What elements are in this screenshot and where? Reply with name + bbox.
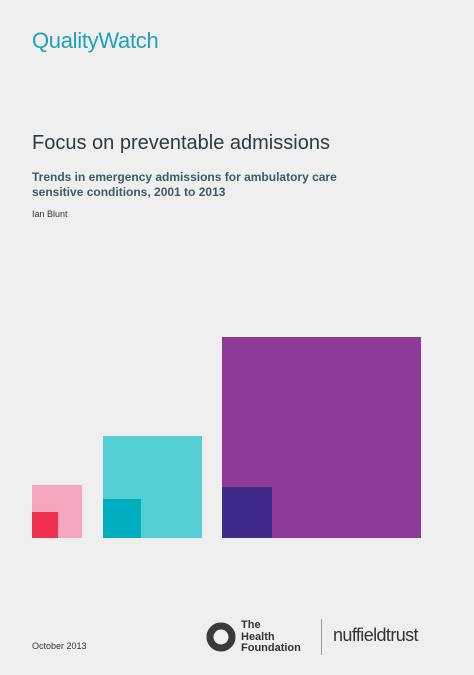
square xyxy=(103,499,141,538)
logo-text: nuffieldtrust xyxy=(333,625,419,645)
date: October 2013 xyxy=(32,641,87,651)
logo-line: The xyxy=(241,619,261,631)
square xyxy=(222,487,272,538)
subtitle: Trends in emergency admissions for ambul… xyxy=(32,170,337,199)
logo-ring xyxy=(206,622,236,652)
logo-line: Health xyxy=(241,630,275,643)
title: Focus on preventable admissions xyxy=(32,132,330,154)
logo-text: The Health Foundation xyxy=(241,619,301,655)
square xyxy=(32,512,58,538)
logo-line: Foundation xyxy=(241,642,301,654)
divider xyxy=(321,619,322,655)
author: Ian Blunt xyxy=(32,209,68,219)
brand: QualityWatch xyxy=(32,28,159,53)
